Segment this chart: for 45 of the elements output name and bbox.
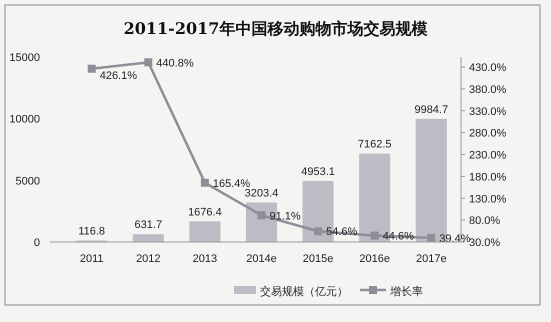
data-label: 4953.1 xyxy=(301,166,335,178)
y2-tick-label: 30.0% xyxy=(469,237,500,249)
y-tick-label: 15000 xyxy=(9,52,40,64)
point xyxy=(144,58,152,66)
y2-tick-label: 380.0% xyxy=(469,84,507,96)
y2-tick-label: 280.0% xyxy=(469,128,507,140)
x-tick-label: 2013 xyxy=(192,253,218,265)
point xyxy=(427,234,436,242)
data-label: 165.4% xyxy=(212,178,250,190)
legend-label: 增长率 xyxy=(389,285,423,298)
data-label: 91.1% xyxy=(270,210,301,222)
data-label: 426.1% xyxy=(100,70,138,82)
data-label: 440.8% xyxy=(156,57,194,70)
data-label: 631.7 xyxy=(134,219,162,232)
y-tick-label: 5000 xyxy=(16,175,40,188)
point xyxy=(314,227,322,236)
point xyxy=(200,178,209,187)
y2-tick-label: 180.0% xyxy=(469,171,507,184)
y-tick-label: 0 xyxy=(34,237,40,249)
x-tick-label: 2011 xyxy=(80,253,104,265)
x-tick-label: 2015e xyxy=(302,253,334,265)
x-tick-label: 2016e xyxy=(359,253,390,265)
y2-tick-label: 430.0% xyxy=(469,62,507,74)
x-tick-label: 2017e xyxy=(416,253,447,265)
point xyxy=(88,64,96,73)
data-label: 3203.4 xyxy=(244,187,278,200)
point xyxy=(370,232,379,240)
data-label: 7162.5 xyxy=(358,138,392,151)
point xyxy=(258,211,266,220)
bar xyxy=(132,234,164,242)
data-label: 9984.7 xyxy=(414,104,448,116)
chart-title: 2011-2017年中国移动购物市场交易规模 xyxy=(124,19,428,38)
y2-tick-label: 80.0% xyxy=(469,215,500,228)
data-label: 54.6% xyxy=(326,226,358,238)
bar xyxy=(189,221,220,242)
x-tick-label: 2014e xyxy=(246,253,277,265)
y-tick-label: 10000 xyxy=(9,114,40,126)
data-label: 44.6% xyxy=(382,230,414,243)
y2-tick-label: 330.0% xyxy=(469,106,507,118)
data-label: 1676.4 xyxy=(188,206,222,218)
x-tick-label: 2012 xyxy=(136,253,161,265)
y2-tick-label: 130.0% xyxy=(469,193,507,206)
legend-label: 交易规模（亿元） xyxy=(260,285,348,298)
y2-tick-label: 230.0% xyxy=(469,150,507,162)
data-label: 116.8 xyxy=(78,226,106,238)
